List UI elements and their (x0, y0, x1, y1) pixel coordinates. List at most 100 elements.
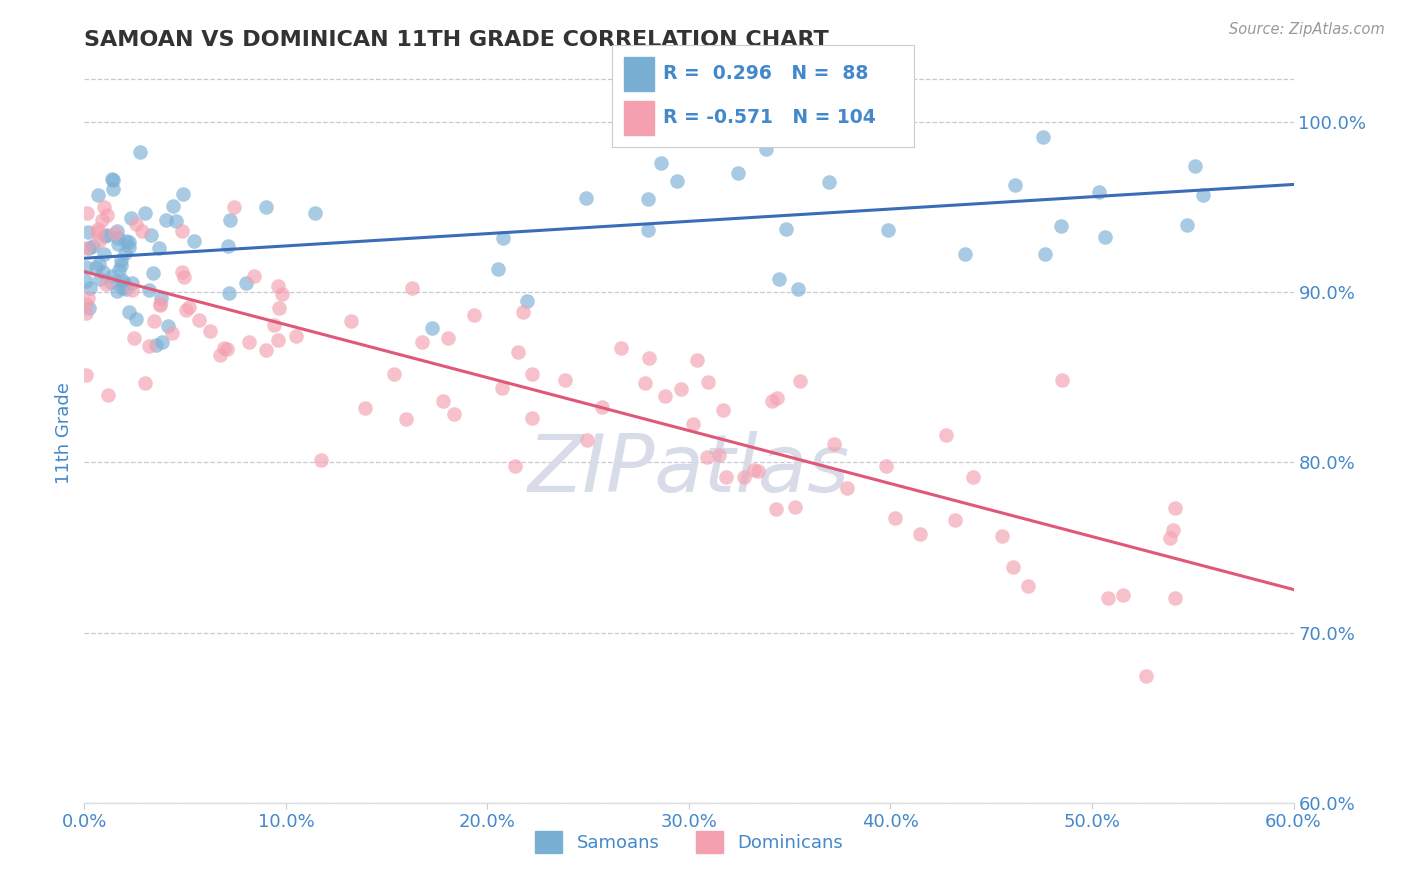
Point (522, 410, 544, 425)
Point (100, 276, 122, 290)
Point (138, 339, 160, 353)
Point (908, 527, 931, 541)
Point (304, 206, 326, 220)
Point (142, 314, 165, 328)
Point (110, 253, 132, 268)
Point (522, 368, 544, 382)
Point (1159, 531, 1181, 545)
Point (87, 222, 110, 236)
Point (786, 282, 808, 296)
Point (401, 280, 423, 294)
Point (354, 401, 377, 415)
Point (110, 272, 132, 286)
Point (118, 304, 141, 318)
Point (271, 287, 294, 301)
Point (148, 241, 170, 255)
Point (491, 381, 513, 395)
Text: Source: ZipAtlas.com: Source: ZipAtlas.com (1229, 22, 1385, 37)
Point (160, 326, 183, 340)
Point (875, 458, 897, 473)
Point (508, 344, 530, 359)
Point (235, 276, 257, 290)
Point (311, 453, 333, 467)
Point (94, 277, 117, 292)
Point (1164, 500, 1187, 515)
Point (103, 182, 125, 196)
Point (97, 388, 120, 402)
Point (669, 383, 692, 397)
Point (110, 258, 132, 272)
Point (837, 481, 859, 495)
Point (76, 291, 98, 305)
Point (716, 470, 738, 484)
Point (382, 368, 405, 382)
Point (610, 342, 633, 356)
Point (768, 271, 790, 285)
Point (75, 274, 97, 288)
Point (114, 246, 136, 260)
Point (134, 206, 156, 220)
Bar (624, 101, 654, 135)
Point (149, 298, 172, 312)
Point (263, 318, 285, 333)
Point (157, 318, 180, 333)
Point (208, 348, 231, 362)
Point (512, 305, 534, 319)
Point (267, 279, 290, 293)
Point (76, 206, 98, 220)
Point (170, 223, 193, 237)
Point (1052, 373, 1074, 387)
Point (165, 214, 187, 228)
Point (125, 311, 148, 326)
Point (991, 529, 1014, 543)
Point (884, 510, 907, 524)
Point (177, 300, 200, 314)
Legend: Samoans, Dominicans: Samoans, Dominicans (527, 824, 851, 861)
Point (224, 200, 246, 214)
Point (1033, 247, 1056, 261)
Point (94, 229, 117, 244)
Point (747, 464, 769, 478)
Point (218, 212, 240, 227)
Point (1192, 188, 1215, 202)
Point (267, 333, 290, 347)
Point (436, 331, 458, 345)
Point (172, 265, 194, 279)
Point (75, 241, 97, 255)
Point (1017, 579, 1039, 593)
Point (121, 283, 143, 297)
Point (785, 500, 807, 515)
Point (138, 283, 160, 297)
Point (243, 269, 266, 284)
Point (86, 225, 108, 239)
Point (91, 265, 114, 279)
Point (162, 199, 184, 213)
Point (75, 368, 97, 382)
Point (591, 400, 613, 414)
Point (115, 282, 138, 296)
Point (411, 334, 433, 349)
Point (1097, 591, 1119, 605)
Point (107, 237, 129, 252)
Point (486, 261, 509, 276)
Point (254, 343, 277, 357)
Point (150, 335, 173, 350)
Text: ZIPatlas: ZIPatlas (527, 431, 851, 508)
Point (200, 324, 222, 338)
Point (87, 188, 110, 202)
Point (666, 174, 689, 188)
Y-axis label: 11th Grade: 11th Grade (55, 382, 73, 483)
Point (575, 191, 598, 205)
Point (935, 428, 957, 442)
Point (637, 223, 659, 237)
Point (89, 272, 111, 286)
Point (284, 328, 307, 343)
Point (491, 231, 513, 245)
Point (134, 376, 156, 390)
Point (1163, 591, 1185, 605)
Point (682, 417, 704, 432)
Point (118, 240, 141, 254)
Point (1031, 129, 1053, 144)
Point (516, 293, 538, 308)
Point (761, 394, 783, 409)
